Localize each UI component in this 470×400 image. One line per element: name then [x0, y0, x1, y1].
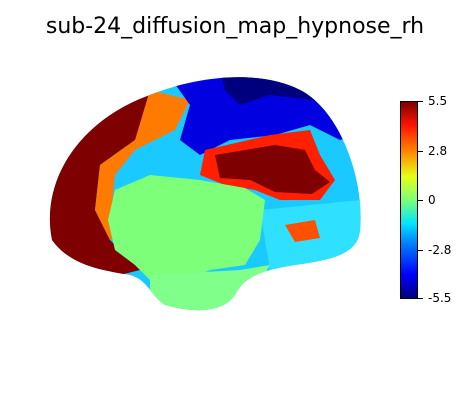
colorbar-tick: [418, 298, 423, 299]
occipital-hotspot: [285, 220, 320, 242]
colorbar-tick: [418, 200, 423, 201]
colorbar-tick-label: 5.5: [428, 94, 448, 108]
colorbar-tick-label: 2.8: [428, 144, 448, 158]
parietal-region: [215, 145, 330, 194]
colorbar-tick: [418, 250, 423, 251]
colorbar-tick: [418, 151, 423, 152]
colorbar-tick-label: -2.8: [428, 243, 452, 257]
colorbar: [400, 101, 418, 299]
colorbar-tick: [418, 101, 423, 102]
colorbar-tick-label: -5.5: [428, 291, 452, 305]
medial-wall: [108, 175, 265, 285]
colorbar-tick-label: 0: [428, 193, 436, 207]
brain-surface-map: [49, 77, 361, 311]
figure-title: sub-24_diffusion_map_hypnose_rh: [45, 14, 425, 39]
frontal-band: [95, 90, 190, 240]
